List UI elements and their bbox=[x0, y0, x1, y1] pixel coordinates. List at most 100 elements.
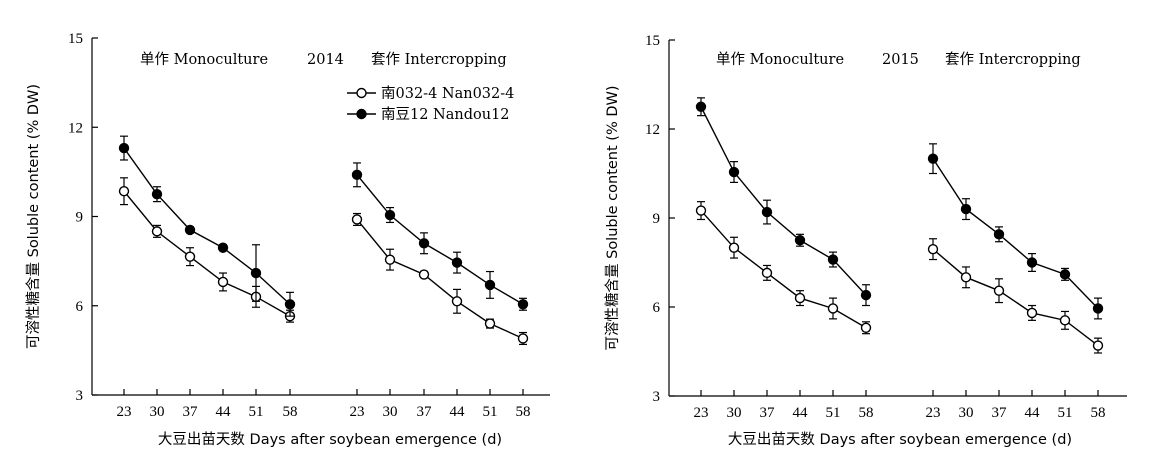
y-tick-label: 9 bbox=[76, 210, 84, 226]
monoculture-title: 单作 Monoculture bbox=[140, 51, 268, 68]
data-point bbox=[1092, 303, 1104, 314]
x-tick-label: 44 bbox=[793, 405, 809, 421]
x-tick-label: 23 bbox=[926, 405, 941, 421]
x-tick-label: 23 bbox=[117, 404, 132, 420]
data-point bbox=[484, 279, 496, 291]
data-point bbox=[827, 303, 839, 314]
x-tick-label: 51 bbox=[249, 404, 264, 420]
data-point bbox=[761, 206, 773, 218]
series-line-nan032-4 bbox=[356, 219, 524, 340]
data-point bbox=[151, 226, 163, 237]
data-point bbox=[418, 269, 430, 280]
data-point bbox=[351, 214, 363, 225]
x-tick-label: 44 bbox=[450, 404, 466, 420]
legend-marker bbox=[356, 87, 367, 99]
y-tick-label: 15 bbox=[645, 33, 660, 49]
y-tick-label: 6 bbox=[76, 299, 84, 315]
data-point bbox=[184, 251, 196, 262]
data-point bbox=[728, 242, 740, 253]
x-tick-label: 37 bbox=[760, 405, 776, 421]
series-line-nan032-4 bbox=[123, 190, 291, 317]
data-point bbox=[250, 267, 262, 279]
data-point bbox=[794, 292, 806, 304]
series-line-nan032-4 bbox=[700, 210, 867, 329]
x-tick-label: 30 bbox=[383, 404, 398, 420]
series-line-nandou12 bbox=[123, 147, 291, 305]
x-tick-label: 44 bbox=[216, 404, 232, 420]
data-point bbox=[1092, 340, 1104, 351]
series-line-nan032-4 bbox=[932, 248, 1099, 347]
data-point bbox=[728, 166, 740, 178]
intercropping-title: 套作 Intercropping bbox=[371, 51, 507, 68]
legend-marker bbox=[356, 108, 367, 120]
x-tick-label: 44 bbox=[1025, 405, 1041, 421]
y-tick-label: 6 bbox=[653, 300, 661, 316]
x-tick-label: 37 bbox=[992, 405, 1008, 421]
y-tick-label: 3 bbox=[76, 388, 84, 404]
data-point bbox=[217, 242, 229, 253]
data-point bbox=[927, 153, 939, 164]
data-point bbox=[451, 257, 463, 268]
intercropping-title: 套作 Intercropping bbox=[945, 51, 1081, 68]
x-tick-label: 23 bbox=[694, 405, 709, 421]
data-point bbox=[151, 188, 163, 200]
data-point bbox=[761, 267, 773, 279]
monoculture-title: 单作 Monoculture bbox=[716, 51, 844, 68]
data-point bbox=[960, 203, 972, 215]
legend-label: 南032-4 Nan032-4 bbox=[381, 85, 514, 102]
y-tick-label: 12 bbox=[645, 122, 660, 138]
data-point bbox=[284, 299, 296, 310]
x-axis-title: 大豆出苗天数 Days after soybean emergence (d) bbox=[728, 431, 1072, 448]
chart-panel-2015: 3 6 9 12 15 23 30 37 44 51 58 23 30 37 44 51 58 可溶性糖含量 So… bbox=[604, 33, 1127, 448]
x-tick-label: 51 bbox=[826, 405, 841, 421]
x-tick-label: 30 bbox=[727, 405, 742, 421]
legend-label: 南豆12 Nandou12 bbox=[381, 106, 510, 123]
data-point bbox=[1059, 269, 1071, 280]
data-point bbox=[517, 299, 529, 310]
x-tick-label: 37 bbox=[417, 404, 433, 420]
data-point bbox=[695, 205, 707, 216]
x-tick-label: 51 bbox=[483, 404, 498, 420]
x-tick-label: 58 bbox=[1091, 405, 1106, 421]
y-tick-label: 3 bbox=[653, 389, 661, 405]
data-point bbox=[695, 101, 707, 112]
y-axis-title: 可溶性糖含量 Soluble content (% DW) bbox=[604, 86, 621, 351]
x-tick-label: 58 bbox=[283, 404, 298, 420]
data-point bbox=[860, 289, 872, 301]
data-point bbox=[927, 243, 939, 255]
data-point bbox=[960, 272, 972, 283]
data-point bbox=[860, 322, 872, 333]
data-point bbox=[993, 229, 1005, 240]
x-tick-label: 30 bbox=[959, 405, 974, 421]
chart-panel-2014: 3 6 9 12 15 23 30 37 44 51 58 23 30 37 44 51 58 可溶性糖含量 So… bbox=[25, 31, 550, 448]
data-point bbox=[118, 186, 130, 197]
data-point bbox=[351, 169, 363, 181]
data-point bbox=[1026, 307, 1038, 319]
x-tick-label: 30 bbox=[150, 404, 165, 420]
x-tick-label: 23 bbox=[350, 404, 365, 420]
data-point bbox=[384, 254, 396, 265]
y-axis-title: 可溶性糖含量 Soluble content (% DW) bbox=[25, 84, 42, 349]
x-tick-label: 58 bbox=[859, 405, 874, 421]
data-point bbox=[418, 238, 430, 249]
data-point bbox=[184, 224, 196, 236]
data-point bbox=[1026, 257, 1038, 268]
data-point bbox=[993, 285, 1005, 296]
data-point bbox=[827, 254, 839, 265]
year-label: 2014 bbox=[307, 52, 344, 68]
data-point bbox=[517, 333, 529, 344]
x-axis-title: 大豆出苗天数 Days after soybean emergence (d) bbox=[158, 431, 502, 448]
series-line-nandou12 bbox=[700, 106, 867, 296]
y-tick-label: 15 bbox=[68, 31, 83, 47]
data-point bbox=[384, 209, 396, 221]
x-tick-label: 37 bbox=[183, 404, 199, 420]
data-point bbox=[217, 276, 229, 288]
data-point bbox=[1059, 315, 1071, 326]
data-point bbox=[794, 235, 806, 246]
year-label: 2015 bbox=[882, 52, 919, 68]
data-point bbox=[451, 296, 463, 307]
x-tick-label: 58 bbox=[516, 404, 531, 420]
data-point bbox=[118, 142, 130, 154]
y-tick-label: 9 bbox=[653, 211, 661, 227]
